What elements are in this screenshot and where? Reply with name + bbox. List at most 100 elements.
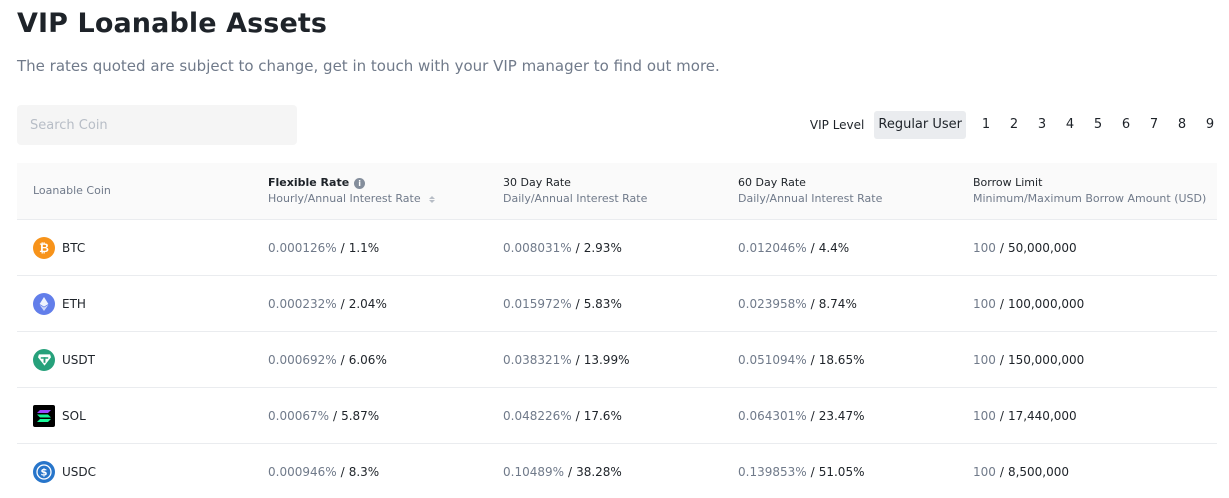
annual-rate: 2.04% <box>348 296 387 311</box>
30-day-rate-cell: 0.048226%/17.6% <box>503 408 622 423</box>
eth-icon <box>33 292 55 315</box>
header-flexible-rate[interactable]: Flexible Rate i Hourly/Annual Interest R… <box>268 163 435 219</box>
header-borrow-limit: Borrow Limit Minimum/Maximum Borrow Amou… <box>973 163 1206 219</box>
coin-name: SOL <box>62 408 86 423</box>
header-60-day-rate: 60 Day Rate Daily/Annual Interest Rate <box>738 163 882 219</box>
hourly-rate: 0.00067% <box>268 408 330 423</box>
header-flexible-rate-sub: Hourly/Annual Interest Rate <box>268 192 421 205</box>
vip-option-6[interactable]: 6 <box>1121 117 1131 132</box>
min-borrow: 100 <box>973 296 996 311</box>
coin-name: USDC <box>62 464 97 479</box>
flexible-rate-cell: 0.000946%/8.3% <box>268 464 380 479</box>
vip-option-4[interactable]: 4 <box>1065 117 1075 132</box>
borrow-limit-cell: 100/150,000,000 <box>973 352 1085 367</box>
30-day-rate-cell: 0.008031%/2.93% <box>503 240 622 255</box>
flexible-rate-cell: 0.000692%/6.06% <box>268 352 387 367</box>
header-borrow-limit-label: Borrow Limit <box>973 176 1043 189</box>
annual-rate: 4.4% <box>818 240 850 255</box>
max-borrow: 8,500,000 <box>1007 464 1070 479</box>
30-day-rate-cell: 0.10489%/38.28% <box>503 464 622 479</box>
60-day-rate-cell: 0.139853%/51.05% <box>738 464 865 479</box>
annual-rate: 38.28% <box>576 464 622 479</box>
coin-cell: $ USDC <box>33 444 96 498</box>
sort-icon[interactable] <box>428 195 435 203</box>
annual-rate: 1.1% <box>348 240 380 255</box>
sol-icon <box>33 404 55 427</box>
min-borrow: 100 <box>973 240 996 255</box>
svg-text:$: $ <box>41 467 48 478</box>
coin-cell: ETH <box>33 276 86 331</box>
vip-option-1[interactable]: 1 <box>981 117 991 132</box>
coin-name: USDT <box>62 352 95 367</box>
vip-option-9[interactable]: 9 <box>1205 117 1215 132</box>
vip-option-7[interactable]: 7 <box>1149 117 1159 132</box>
annual-rate: 2.93% <box>583 240 622 255</box>
flexible-rate-cell: 0.000126%/1.1% <box>268 240 380 255</box>
daily-rate: 0.051094% <box>738 352 807 367</box>
btc-icon: ₿ <box>33 236 55 259</box>
annual-rate: 18.65% <box>818 352 865 367</box>
30-day-rate-cell: 0.038321%/13.99% <box>503 352 630 367</box>
header-30-day-rate-sub: Daily/Annual Interest Rate <box>503 192 648 205</box>
borrow-limit-cell: 100/17,440,000 <box>973 408 1077 423</box>
table-row[interactable]: ETH 0.000232%/2.04% 0.015972%/5.83% 0.02… <box>17 276 1217 332</box>
annual-rate: 8.3% <box>348 464 380 479</box>
daily-rate: 0.012046% <box>738 240 807 255</box>
vip-option-5[interactable]: 5 <box>1093 117 1103 132</box>
flexible-rate-cell: 0.00067%/5.87% <box>268 408 380 423</box>
loanable-assets-table: Loanable Coin Flexible Rate i Hourly/Ann… <box>17 163 1217 498</box>
header-loanable-coin-label: Loanable Coin <box>33 184 111 197</box>
max-borrow: 100,000,000 <box>1007 296 1085 311</box>
60-day-rate-cell: 0.064301%/23.47% <box>738 408 865 423</box>
coin-cell: USDT <box>33 332 95 387</box>
header-borrow-limit-sub: Minimum/Maximum Borrow Amount (USD) <box>973 192 1207 205</box>
usdt-icon <box>33 348 55 371</box>
table-row[interactable]: ₿ BTC 0.000126%/1.1% 0.008031%/2.93% 0.0… <box>17 220 1217 276</box>
search-input[interactable] <box>17 105 297 145</box>
coin-cell: ₿ BTC <box>33 220 85 275</box>
annual-rate: 5.87% <box>341 408 380 423</box>
vip-level-selector: VIP Level Regular User 1 2 3 4 5 6 7 8 9 <box>810 111 1218 139</box>
vip-option-regular-user[interactable]: Regular User <box>874 111 966 139</box>
header-loanable-coin: Loanable Coin <box>33 163 111 219</box>
borrow-limit-cell: 100/50,000,000 <box>973 240 1077 255</box>
max-borrow: 17,440,000 <box>1007 408 1077 423</box>
daily-rate: 0.008031% <box>503 240 572 255</box>
daily-rate: 0.038321% <box>503 352 572 367</box>
table-row[interactable]: $ USDC 0.000946%/8.3% 0.10489%/38.28% 0.… <box>17 444 1217 498</box>
coin-name: ETH <box>62 296 86 311</box>
daily-rate: 0.015972% <box>503 296 572 311</box>
daily-rate: 0.10489% <box>503 464 565 479</box>
flexible-rate-cell: 0.000232%/2.04% <box>268 296 387 311</box>
borrow-limit-cell: 100/8,500,000 <box>973 464 1070 479</box>
vip-level-label: VIP Level <box>809 118 865 132</box>
vip-option-3[interactable]: 3 <box>1037 117 1047 132</box>
info-icon[interactable]: i <box>354 177 366 189</box>
annual-rate: 51.05% <box>818 464 865 479</box>
60-day-rate-cell: 0.012046%/4.4% <box>738 240 850 255</box>
annual-rate: 8.74% <box>818 296 857 311</box>
60-day-rate-cell: 0.051094%/18.65% <box>738 352 865 367</box>
vip-option-2[interactable]: 2 <box>1009 117 1019 132</box>
annual-rate: 13.99% <box>583 352 630 367</box>
annual-rate: 23.47% <box>818 408 865 423</box>
daily-rate: 0.023958% <box>738 296 807 311</box>
table-header: Loanable Coin Flexible Rate i Hourly/Ann… <box>17 163 1217 220</box>
annual-rate: 6.06% <box>348 352 387 367</box>
borrow-limit-cell: 100/100,000,000 <box>973 296 1085 311</box>
annual-rate: 17.6% <box>583 408 622 423</box>
annual-rate: 5.83% <box>583 296 622 311</box>
daily-rate: 0.139853% <box>738 464 807 479</box>
min-borrow: 100 <box>973 352 996 367</box>
vip-option-8[interactable]: 8 <box>1177 117 1187 132</box>
header-flexible-rate-label: Flexible Rate <box>268 176 350 189</box>
hourly-rate: 0.000946% <box>268 464 337 479</box>
table-row[interactable]: SOL 0.00067%/5.87% 0.048226%/17.6% 0.064… <box>17 388 1217 444</box>
max-borrow: 50,000,000 <box>1007 240 1077 255</box>
table-row[interactable]: USDT 0.000692%/6.06% 0.038321%/13.99% 0.… <box>17 332 1217 388</box>
max-borrow: 150,000,000 <box>1007 352 1085 367</box>
header-30-day-rate: 30 Day Rate Daily/Annual Interest Rate <box>503 163 647 219</box>
hourly-rate: 0.000126% <box>268 240 337 255</box>
page-subtitle: The rates quoted are subject to change, … <box>17 57 720 75</box>
